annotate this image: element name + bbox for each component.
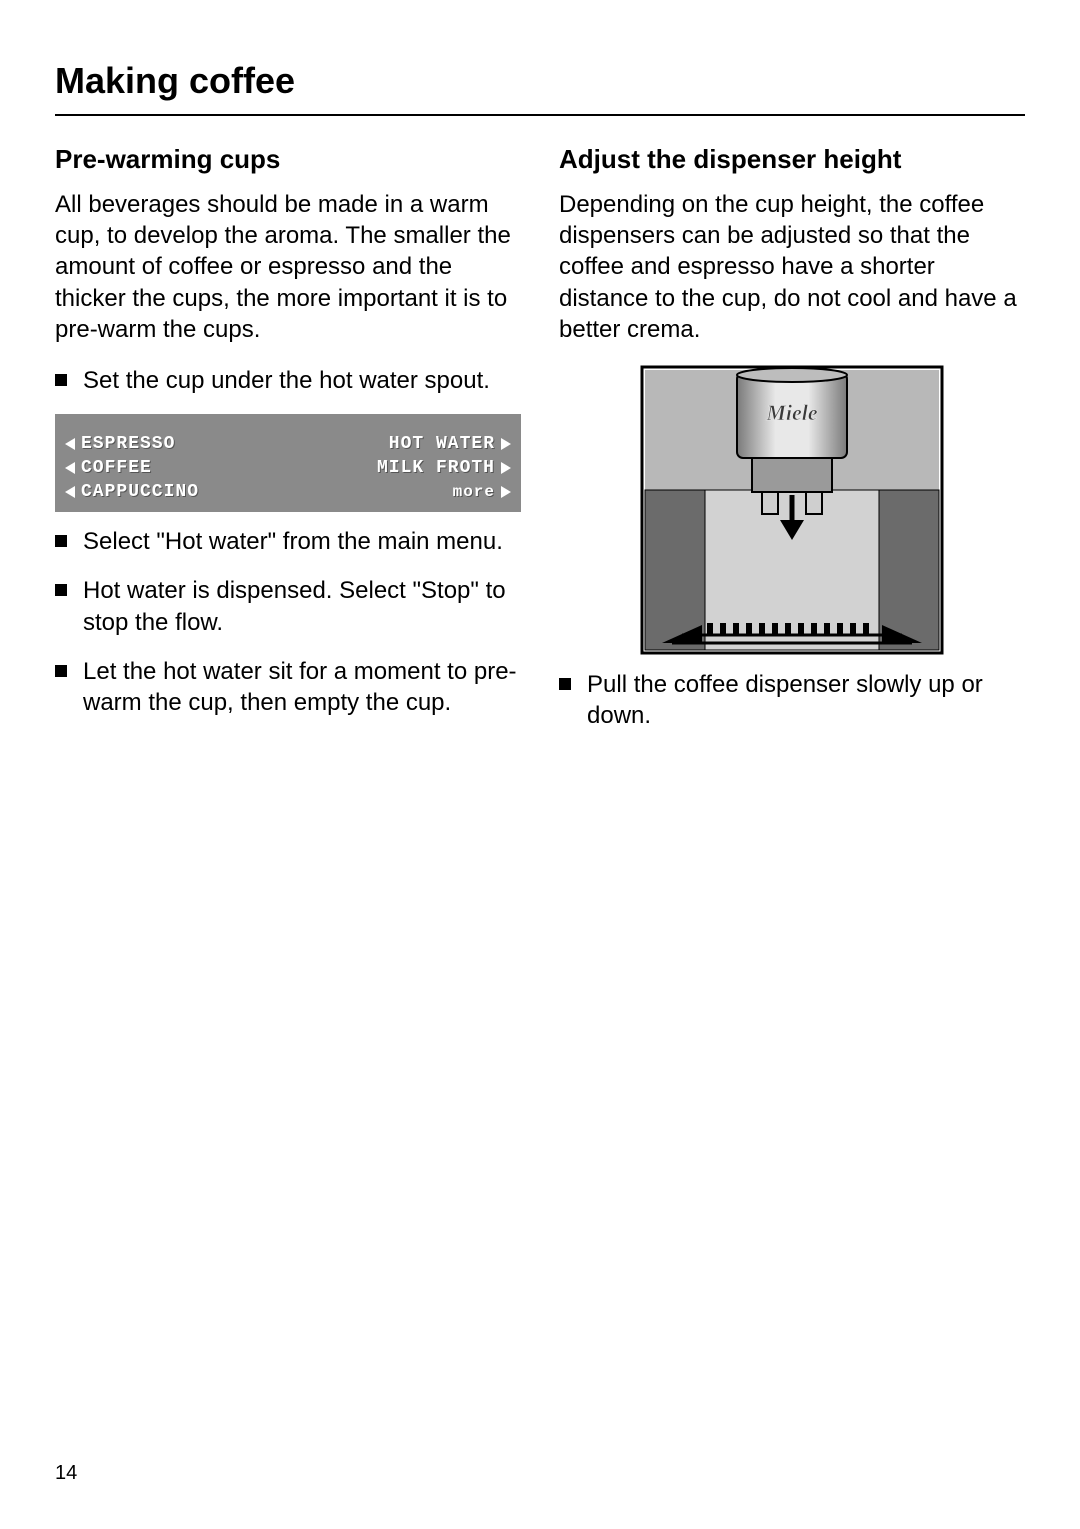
dispenser-figure: Miele bbox=[559, 365, 1025, 655]
lcd-item-hot-water: HOT WATER bbox=[389, 434, 511, 454]
two-column-layout: Pre-warming cups All beverages should be… bbox=[55, 144, 1025, 749]
brand-label: Miele bbox=[765, 400, 818, 425]
adjust-height-intro: Depending on the cup height, the coffee … bbox=[559, 189, 1025, 345]
list-item: Set the cup under the hot water spout. bbox=[55, 365, 521, 396]
lcd-label: MILK FROTH bbox=[377, 458, 495, 478]
triangle-right-icon bbox=[501, 486, 511, 498]
lcd-row-1: ESPRESSO HOT WATER bbox=[65, 432, 511, 456]
lcd-label: ESPRESSO bbox=[81, 434, 175, 454]
lcd-item-milk-froth: MILK FROTH bbox=[377, 458, 511, 478]
adjust-height-steps: Pull the coffee dispenser slowly up or d… bbox=[559, 669, 1025, 731]
page-number: 14 bbox=[55, 1462, 77, 1485]
prewarming-heading: Pre-warming cups bbox=[55, 144, 521, 175]
triangle-left-icon bbox=[65, 438, 75, 450]
page-title: Making coffee bbox=[55, 60, 1025, 102]
list-item: Select "Hot water" from the main menu. bbox=[55, 526, 521, 557]
lcd-item-coffee: COFFEE bbox=[65, 458, 152, 478]
triangle-right-icon bbox=[501, 438, 511, 450]
prewarming-steps-before-lcd: Set the cup under the hot water spout. bbox=[55, 365, 521, 396]
lcd-row-2: COFFEE MILK FROTH bbox=[65, 456, 511, 480]
lcd-menu-panel: ESPRESSO HOT WATER COFFEE MILK FROTH bbox=[55, 414, 521, 512]
prewarming-intro: All beverages should be made in a warm c… bbox=[55, 189, 521, 345]
adjust-height-heading: Adjust the dispenser height bbox=[559, 144, 1025, 175]
lcd-item-more: more bbox=[453, 483, 511, 501]
lcd-label: HOT WATER bbox=[389, 434, 495, 454]
list-item: Let the hot water sit for a moment to pr… bbox=[55, 656, 521, 718]
triangle-right-icon bbox=[501, 462, 511, 474]
list-item: Hot water is dispensed. Select "Stop" to… bbox=[55, 575, 521, 637]
lcd-item-espresso: ESPRESSO bbox=[65, 434, 175, 454]
left-column: Pre-warming cups All beverages should be… bbox=[55, 144, 521, 749]
triangle-left-icon bbox=[65, 462, 75, 474]
triangle-left-icon bbox=[65, 486, 75, 498]
lcd-label: more bbox=[453, 483, 495, 501]
dispenser-illustration: Miele bbox=[612, 365, 972, 655]
lcd-item-cappuccino: CAPPUCCINO bbox=[65, 482, 199, 502]
lcd-row-3: CAPPUCCINO more bbox=[65, 480, 511, 504]
list-item: Pull the coffee dispenser slowly up or d… bbox=[559, 669, 1025, 731]
title-divider bbox=[55, 114, 1025, 116]
right-column: Adjust the dispenser height Depending on… bbox=[559, 144, 1025, 749]
lcd-label: COFFEE bbox=[81, 458, 152, 478]
lcd-label: CAPPUCCINO bbox=[81, 482, 199, 502]
prewarming-steps-after-lcd: Select "Hot water" from the main menu. H… bbox=[55, 526, 521, 718]
manual-page: Making coffee Pre-warming cups All bever… bbox=[0, 0, 1080, 1529]
